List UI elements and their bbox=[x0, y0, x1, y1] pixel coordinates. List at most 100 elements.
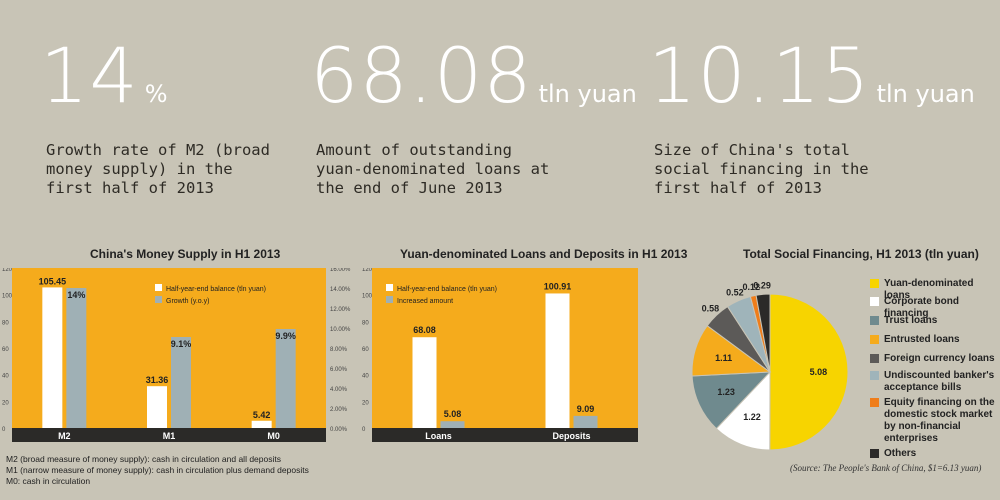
y-right-tick-label: 0.00% bbox=[330, 427, 348, 433]
legend-swatch-growth bbox=[155, 296, 162, 303]
legend-swatch bbox=[870, 279, 879, 288]
y-tick-label: 100 bbox=[362, 294, 373, 300]
data-label: 31.36 bbox=[146, 375, 169, 385]
legend-label: Entrusted loans bbox=[884, 334, 960, 345]
y-tick-label: 20 bbox=[2, 400, 9, 406]
x-tick-label: Deposits bbox=[552, 431, 590, 441]
plot-area bbox=[12, 268, 326, 428]
y-right-tick-label: 6.00% bbox=[330, 367, 348, 373]
data-label: 5.42 bbox=[253, 410, 271, 420]
legend-label: Half-year-end balance (tln yuan) bbox=[166, 286, 266, 293]
slice-label: 0.58 bbox=[702, 304, 720, 314]
x-axis-band bbox=[12, 428, 326, 442]
stat-value: 10.15 bbox=[648, 31, 871, 120]
pie-slice bbox=[715, 370, 771, 451]
y-tick-label: 20 bbox=[362, 400, 369, 406]
legend-label: Half-year-end balance (tln yuan) bbox=[397, 286, 497, 293]
bar-balance bbox=[251, 420, 272, 428]
y-tick-label: 0 bbox=[2, 427, 6, 433]
note-m1: M1 (narrow measure of money supply): cas… bbox=[6, 465, 309, 475]
y-tick-label: 80 bbox=[362, 320, 369, 326]
y-tick-label: 40 bbox=[2, 374, 9, 380]
data-label: 100.91 bbox=[544, 281, 572, 291]
x-tick-label: Loans bbox=[425, 431, 452, 441]
slice-label: 0.12 bbox=[743, 282, 761, 292]
legend-swatch bbox=[870, 335, 879, 344]
legend-swatch bbox=[870, 354, 879, 363]
legend-label: Yuan-denominated loans bbox=[884, 278, 974, 301]
chart-title-loans-deposits: Yuan-denominated Loans and Deposits in H… bbox=[400, 247, 688, 261]
data-label: 68.08 bbox=[413, 325, 436, 335]
legend-label: Corporate bond financing bbox=[884, 296, 959, 319]
y-tick-label: 80 bbox=[2, 320, 9, 326]
slice-label: 0.52 bbox=[726, 287, 744, 297]
legend-label: Equity financing on the domestic stock m… bbox=[884, 397, 995, 444]
y-right-tick-label: 10.00% bbox=[330, 327, 351, 333]
legend-label: Undiscounted banker's acceptance bills bbox=[884, 370, 995, 393]
bar-increase bbox=[440, 421, 465, 428]
y-tick-label: 60 bbox=[2, 347, 9, 353]
note-m0: M0: cash in circulation bbox=[6, 476, 91, 486]
data-label: 9.09 bbox=[577, 404, 595, 414]
legend-swatch bbox=[870, 316, 879, 325]
data-label: 9.1% bbox=[171, 339, 192, 349]
legend-swatch bbox=[870, 297, 879, 306]
y-tick-label: 60 bbox=[362, 347, 369, 353]
social-financing-pie: 5.08 1.22 1.23 1.11 0.58 0.520.120.29 bbox=[691, 280, 849, 451]
bar-growth bbox=[171, 337, 191, 428]
y-right-tick-label: 2.00% bbox=[330, 407, 348, 413]
data-label: 5.08 bbox=[444, 409, 462, 419]
source-note: (Source: The People's Bank of China, $1=… bbox=[790, 463, 982, 473]
y-tick-label: 0 bbox=[362, 427, 366, 433]
stat-unit: % bbox=[144, 80, 168, 108]
y-tick-label: 120 bbox=[2, 268, 13, 273]
data-label: 14% bbox=[67, 290, 85, 300]
legend-swatch-balance bbox=[155, 284, 162, 291]
x-tick-label: M0 bbox=[267, 431, 280, 441]
y-right-tick-label: 12.00% bbox=[330, 307, 351, 313]
loans-deposits-chart: 0 20 40 60 80 100 120 68.08 5.08 Loans 100.91 9.09 D… bbox=[362, 268, 638, 442]
pie-slice bbox=[691, 371, 772, 430]
x-tick-label: M1 bbox=[163, 431, 176, 441]
y-tick-label: 100 bbox=[2, 294, 13, 300]
legend-label: Others bbox=[884, 448, 917, 459]
x-axis-band bbox=[372, 428, 638, 442]
legend-swatch-balance bbox=[386, 284, 393, 291]
legend-label: Growth (y.o.y) bbox=[166, 298, 209, 305]
legend-swatch bbox=[870, 398, 879, 407]
bar-balance bbox=[147, 386, 167, 428]
x-tick-label: M2 bbox=[58, 431, 71, 441]
legend-swatch bbox=[870, 449, 879, 458]
pie-slice bbox=[769, 293, 849, 451]
stat-loans: 68.08 tln yuan bbox=[310, 38, 637, 114]
pie-slice bbox=[755, 293, 771, 373]
stat-social-financing: 10.15 tln yuan bbox=[648, 38, 975, 114]
bar-growth bbox=[275, 329, 296, 428]
y-right-tick-label: 14.00% bbox=[330, 287, 351, 293]
legend-swatch bbox=[870, 371, 879, 380]
stat-unit: tln yuan bbox=[538, 80, 637, 108]
money-supply-chart: 0 20 40 60 80 100 120 0.00% 2.00% 4.00% 6.00% 8.00%… bbox=[2, 268, 351, 442]
stat-description: Amount of outstanding yuan-denominated l… bbox=[316, 141, 550, 197]
bar-balance bbox=[545, 293, 570, 428]
bar-balance bbox=[412, 337, 437, 428]
slice-label: 1.22 bbox=[743, 412, 761, 422]
legend-label: Increased amount bbox=[397, 298, 453, 305]
chart-title-money-supply: China's Money Supply in H1 2013 bbox=[90, 247, 281, 261]
y-tick-label: 120 bbox=[362, 268, 373, 273]
legend-label: Trust loans bbox=[884, 315, 938, 326]
stat-description: Growth rate of M2 (broad money supply) i… bbox=[46, 141, 270, 197]
legend-swatch-increase bbox=[386, 296, 393, 303]
stat-value: 68.08 bbox=[310, 31, 533, 120]
legend-label: Foreign currency loans bbox=[884, 353, 995, 364]
chart-title-social-financing: Total Social Financing, H1 2013 (tln yua… bbox=[743, 247, 979, 261]
y-right-tick-label: 8.00% bbox=[330, 347, 348, 353]
stat-description: Size of China's total social financing i… bbox=[654, 141, 869, 197]
stat-value: 14 bbox=[40, 31, 139, 120]
y-right-tick-label: 16.00% bbox=[330, 268, 351, 273]
stat-m2-growth: 14% bbox=[40, 38, 168, 114]
bar-increase bbox=[573, 415, 598, 428]
bar-growth bbox=[66, 288, 87, 428]
data-label: 105.45 bbox=[39, 276, 67, 286]
slice-label: 1.23 bbox=[717, 387, 735, 397]
